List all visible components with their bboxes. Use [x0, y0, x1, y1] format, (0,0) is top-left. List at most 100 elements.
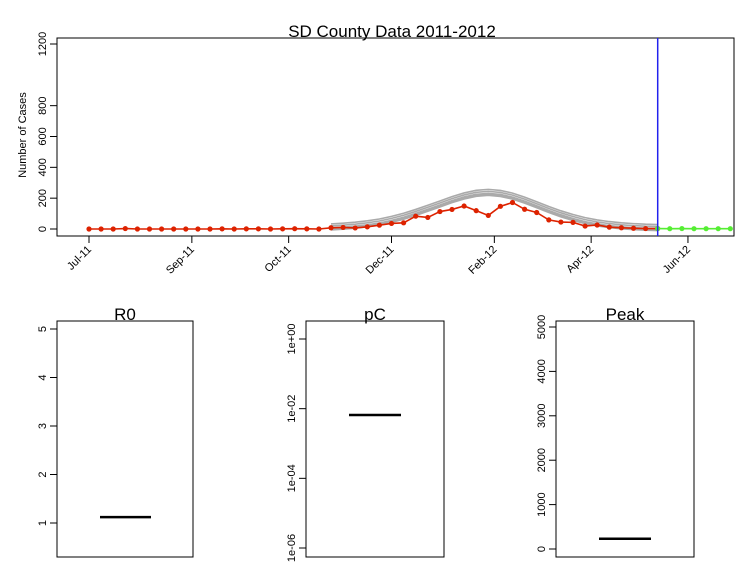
observed-point [86, 226, 92, 232]
main-y-tick-label: 0 [37, 226, 49, 232]
peak-y-tick-label: 3000 [536, 404, 548, 428]
future-point [691, 226, 697, 232]
fit-curve-line [330, 190, 658, 228]
future-point [667, 226, 673, 232]
main-y-tick-label: 400 [37, 158, 49, 176]
r0-title: R0 [114, 305, 136, 324]
observed-series [86, 199, 661, 232]
r0-y-tick-label: 2 [37, 471, 49, 477]
r0-y-axis: 1 2 3 4 5 [37, 326, 58, 526]
pc-y-axis: 1e+00 1e-02 1e-04 1e-06 [286, 324, 307, 562]
future-series [655, 225, 733, 232]
observed-point [134, 226, 140, 232]
observed-point [231, 226, 237, 232]
observed-point [159, 226, 165, 232]
observed-point [630, 225, 637, 231]
observed-point [522, 206, 528, 212]
observed-point [219, 226, 225, 232]
observed-point [461, 203, 467, 209]
observed-point [340, 224, 346, 231]
y-axis-label: Number of Cases [17, 92, 29, 178]
peak-plot-frame [555, 320, 695, 558]
main-y-axis: 0 200 400 600 800 1200 [37, 32, 58, 232]
main-y-tick-label: 600 [37, 127, 49, 145]
future-point [703, 226, 709, 232]
observed-point [485, 212, 491, 219]
observed-point [255, 226, 261, 232]
r0-y-tick-label: 3 [37, 423, 49, 429]
observed-point [195, 226, 201, 232]
observed-point [304, 226, 310, 232]
fit-curve-line [330, 188, 658, 226]
r0-y-tick-label: 1 [37, 520, 49, 526]
observed-point [509, 199, 516, 206]
observed-point [558, 219, 564, 225]
observed-point [207, 226, 213, 232]
observed-point [546, 217, 552, 223]
observed-point [473, 208, 479, 214]
observed-point [352, 225, 358, 231]
observed-point [292, 226, 298, 232]
main-x-tick-label: Oct-11 [263, 244, 294, 275]
main-plot-frame [56, 37, 735, 237]
observed-point [388, 220, 395, 227]
observed-point [534, 209, 540, 216]
fit-curve-line [330, 192, 658, 230]
main-y-tick-label: 800 [37, 96, 49, 114]
observed-point [425, 214, 431, 221]
chart-title: SD County Data 2011-2012 [288, 22, 496, 41]
main-x-tick-label: Feb-12 [466, 244, 499, 277]
observed-point [606, 224, 612, 230]
observed-point [243, 226, 249, 232]
observed-point [570, 219, 576, 225]
observed-point [280, 226, 286, 232]
pc-y-tick-label: 1e-04 [286, 464, 298, 492]
observed-point [401, 220, 407, 226]
peak-y-tick-label: 0 [536, 546, 548, 552]
main-x-tick-label: Sep-11 [164, 244, 197, 277]
pc-title: pC [364, 305, 386, 324]
future-point [715, 226, 721, 232]
peak-y-tick-label: 4000 [536, 359, 548, 383]
observed-point [594, 222, 600, 228]
main-y-tick-label: 1200 [37, 32, 49, 56]
observed-point [110, 226, 116, 232]
observed-point [449, 206, 455, 213]
main-chart: SD County Data 2011-2012 Number of Cases… [17, 22, 735, 277]
main-x-axis: Jul-11 Sep-11 Oct-11 Dec-11 Feb-12 Apr-12 Jun-… [65, 235, 693, 277]
main-x-tick-label: Apr-12 [564, 244, 596, 276]
observed-point [146, 226, 153, 232]
peak-y-axis: 0 1000 2000 3000 4000 5000 [536, 315, 557, 552]
observed-point [183, 226, 189, 232]
observed-point [98, 226, 104, 232]
observed-point [437, 208, 443, 215]
r0-y-tick-label: 4 [37, 374, 49, 380]
observed-point [376, 222, 382, 228]
r0-panel: R0 1 2 3 4 5 [37, 305, 194, 558]
pc-plot-frame [305, 320, 445, 558]
future-point [679, 225, 685, 232]
main-x-tick-label: Jul-11 [65, 244, 94, 273]
observed-point [643, 225, 649, 232]
pc-y-tick-label: 1e-06 [286, 534, 298, 562]
observed-point [122, 225, 128, 232]
peak-title: Peak [606, 305, 645, 324]
observed-point [328, 225, 334, 231]
main-x-tick-label: Dec-11 [364, 244, 397, 277]
observed-point [316, 226, 322, 232]
main-y-tick-label: 200 [37, 189, 49, 207]
observed-point [413, 213, 419, 219]
r0-plot-frame [56, 320, 194, 558]
peak-y-tick-label: 2000 [536, 448, 548, 472]
observed-point [497, 203, 503, 209]
observed-point [618, 225, 625, 231]
future-point [727, 226, 733, 232]
observed-point [267, 226, 274, 232]
observed-point [582, 223, 588, 229]
peak-y-tick-label: 1000 [536, 492, 548, 516]
pc-panel: pC 1e+00 1e-02 1e-04 1e-06 [286, 305, 445, 562]
observed-point [364, 224, 370, 230]
pc-y-tick-label: 1e+00 [286, 324, 298, 355]
observed-point [171, 226, 177, 232]
